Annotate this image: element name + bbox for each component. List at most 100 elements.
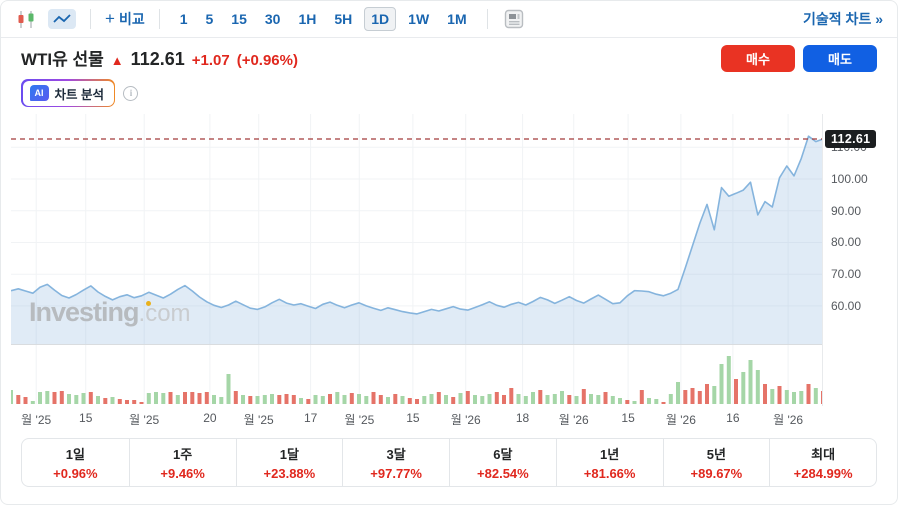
- volume-bar: [277, 395, 282, 404]
- volume-bar: [313, 395, 318, 404]
- volume-bar: [342, 395, 347, 404]
- volume-bar: [262, 395, 267, 404]
- x-axis-label: 18: [515, 411, 530, 425]
- perf-cell-최대[interactable]: 최대 +284.99%: [769, 439, 876, 486]
- volume-bar: [755, 370, 760, 404]
- volume-bar: [429, 394, 434, 404]
- volume-bar: [378, 395, 383, 404]
- candlestick-chart-icon[interactable]: [15, 8, 38, 31]
- buy-button[interactable]: 매수: [721, 45, 795, 72]
- perf-cell-6달[interactable]: 6달 +82.54%: [449, 439, 556, 486]
- last-price: 112.61: [130, 49, 185, 69]
- volume-bar: [197, 393, 202, 404]
- volume-bar: [96, 396, 100, 404]
- volume-bar: [154, 392, 158, 404]
- perf-change-value: +82.54%: [477, 466, 529, 481]
- volume-bar: [516, 394, 521, 404]
- volume-bar: [792, 392, 796, 404]
- volume-bar: [690, 388, 695, 404]
- perf-change-value: +9.46%: [160, 466, 205, 481]
- x-axis-label: 월 '26: [450, 413, 481, 427]
- volume-bar: [88, 392, 93, 404]
- volume-bar: [632, 401, 637, 404]
- y-axis-label: 90.00: [831, 203, 862, 218]
- volume-bar: [110, 397, 115, 404]
- volume-bar: [676, 382, 680, 404]
- ai-chart-analysis-button[interactable]: AI 차트 분석: [21, 79, 116, 107]
- timeframe-1h[interactable]: 1H: [292, 8, 322, 30]
- timeframe-5h[interactable]: 5H: [328, 8, 358, 30]
- y-axis-label: 80.00: [831, 235, 862, 250]
- instrument-header: WTI유 선물 ▲ 112.61 +1.07 (+0.96%) 매수 매도: [21, 45, 877, 72]
- compare-label: 비교: [118, 11, 145, 27]
- ai-badge-icon: AI: [29, 85, 49, 101]
- x-axis-label: 월 '26: [665, 413, 696, 427]
- volume-bar: [364, 396, 369, 404]
- volume-bar: [219, 397, 224, 404]
- timeframe-1w[interactable]: 1W: [402, 8, 435, 30]
- timeframe-1m[interactable]: 1M: [441, 8, 472, 30]
- volume-bar: [248, 396, 253, 404]
- timeframe-list: 1 5 15 30 1H 5H 1D 1W 1M: [174, 7, 473, 31]
- price-chart-svg[interactable]: [11, 114, 823, 406]
- volume-bar: [719, 364, 724, 404]
- timeframe-5[interactable]: 5: [200, 8, 220, 30]
- volume-bar: [161, 393, 166, 404]
- toolbar-divider: [486, 9, 488, 29]
- x-axis-label: 16: [726, 411, 740, 425]
- timeframe-1d[interactable]: 1D: [364, 7, 397, 31]
- timeframe-30[interactable]: 30: [259, 8, 287, 30]
- volume-bar: [668, 394, 673, 404]
- price-line: [11, 135, 823, 315]
- volume-bar: [567, 395, 572, 404]
- volume-bar: [705, 384, 709, 404]
- volume-bar: [603, 392, 608, 404]
- perf-cell-1달[interactable]: 1달 +23.88%: [235, 439, 343, 486]
- compare-button[interactable]: + 비교: [105, 9, 145, 29]
- volume-bar: [784, 390, 789, 404]
- volume-bar: [726, 356, 731, 404]
- volume-bar: [59, 391, 64, 404]
- volume-bar: [734, 379, 738, 404]
- volume-bar: [328, 394, 332, 404]
- volume-bar: [618, 398, 622, 404]
- perf-cell-3달[interactable]: 3달 +97.77%: [342, 439, 449, 486]
- volume-bar: [502, 395, 506, 404]
- volume-bar: [146, 393, 151, 404]
- volume-bar: [654, 399, 659, 404]
- perf-cell-5년[interactable]: 5년 +89.67%: [662, 439, 770, 486]
- info-icon[interactable]: i: [123, 85, 139, 101]
- price-area-fill: [11, 136, 823, 344]
- volume-bar: [175, 395, 180, 404]
- volume-bar: [45, 391, 50, 404]
- x-axis-label: 월 '26: [558, 413, 589, 427]
- timeframe-1[interactable]: 1: [174, 8, 194, 30]
- volume-bar: [212, 395, 216, 404]
- sell-button[interactable]: 매도: [803, 45, 877, 72]
- x-axis-label: 월 '25: [129, 413, 160, 427]
- timeframe-15[interactable]: 15: [225, 8, 253, 30]
- volume-bar: [487, 394, 492, 404]
- x-axis-label: 월 '25: [344, 413, 375, 427]
- technical-chart-link[interactable]: 기술적 차트 »: [803, 11, 883, 27]
- perf-cell-1주[interactable]: 1주 +9.46%: [128, 439, 236, 486]
- volume-bar: [183, 392, 187, 404]
- volume-bar: [291, 395, 296, 404]
- volume-bar: [125, 400, 129, 404]
- perf-cell-1년[interactable]: 1년 +81.66%: [555, 439, 663, 486]
- volume-bar: [647, 398, 651, 404]
- x-axis-label: 월 '26: [773, 413, 804, 427]
- perf-period-label: 1달: [279, 447, 299, 462]
- last-price-tag: 112.61: [825, 130, 877, 148]
- volume-bar: [661, 402, 666, 404]
- volume-bar: [284, 394, 289, 404]
- volume-bar: [386, 397, 390, 404]
- volume-bar: [639, 390, 644, 404]
- perf-cell-1일[interactable]: 1일 +0.96%: [22, 439, 129, 486]
- volume-bar: [422, 396, 427, 404]
- news-panel-icon[interactable]: [502, 7, 526, 31]
- volume-bar: [748, 360, 753, 404]
- chart-area[interactable]: Investing.com 110.00100.0090.0080.0070.0…: [1, 109, 897, 434]
- line-chart-icon[interactable]: [48, 9, 76, 29]
